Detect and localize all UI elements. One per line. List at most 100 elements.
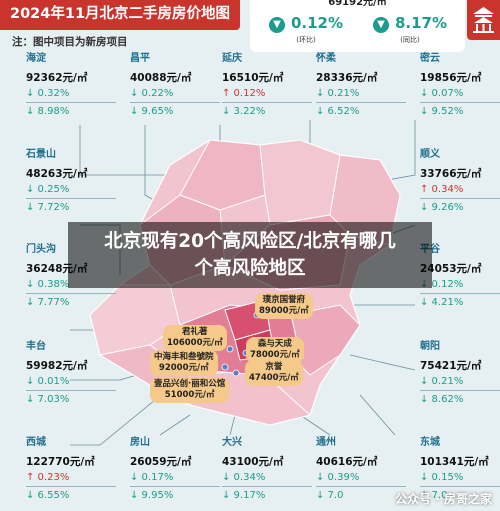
district-yoy: ↓ 4.21% <box>420 297 464 308</box>
district-price: 28336元/㎡ <box>316 72 378 84</box>
district-yoy: ↓ 8.98% <box>26 106 70 117</box>
district-name: 昌平 <box>130 53 150 64</box>
hotspot-name: 壹品兴创·丽和公馆 <box>154 379 226 389</box>
district-yoy: ↓ 6.55% <box>26 490 70 501</box>
district-card-dongcheng: 东城 101341元/㎡ ↓ 0.15% ↓ 7.0 <box>420 436 500 510</box>
hotspot-price: 106000元/㎡ <box>167 338 223 348</box>
down-arrow-icon: ▼ <box>372 17 389 33</box>
district-price: 24053元/㎡ <box>420 263 482 275</box>
temple-icon <box>473 7 494 33</box>
down-arrow-icon: ▼ <box>268 17 285 33</box>
citywide-yoy-value: 8.17% <box>394 14 448 32</box>
district-name: 东城 <box>420 437 440 448</box>
district-mom: ↓ 0.12% <box>420 276 500 294</box>
hotspot-5: 京誉 47400元/㎡ <box>245 360 303 386</box>
district-mom: ↓ 0.21% <box>420 373 500 391</box>
district-mom: ↓ 0.21% <box>316 85 406 103</box>
district-card-shunyi: 顺义 33766元/㎡ ↑ 0.34% ↓ 9.26% <box>420 148 500 222</box>
district-card-chaoyang: 朝阳 75421元/㎡ ↓ 0.21% ↓ 8.62% <box>420 340 500 414</box>
district-mom: ↓ 0.07% <box>420 85 500 103</box>
district-mom: ↓ 0.15% <box>420 469 500 487</box>
district-name: 石景山 <box>26 149 56 160</box>
district-mom: ↑ 0.34% <box>420 181 500 199</box>
temple-logo <box>467 0 500 40</box>
district-price: 40616元/㎡ <box>316 456 378 468</box>
district-card-miyun: 密云 19856元/㎡ ↓ 0.07% ↓ 9.52% <box>420 52 500 126</box>
district-yoy: ↓ 9.95% <box>130 490 174 501</box>
district-name: 通州 <box>316 437 336 448</box>
district-yoy: ↓ 9.26% <box>420 202 464 213</box>
watermark: 公众号 · 房哥之家 <box>395 492 492 506</box>
district-card-xicheng: 西城 122770元/㎡ ↑ 0.23% ↓ 6.55% <box>26 436 118 510</box>
hotspot-name: 森与天成 <box>257 339 292 349</box>
district-card-tongzhou: 通州 40616元/㎡ ↓ 0.39% ↓ 7.0 <box>316 436 408 510</box>
district-card-yanqing: 延庆 16510元/㎡ ↑ 0.12% ↓ 3.22% <box>222 52 314 126</box>
district-name: 延庆 <box>222 53 242 64</box>
district-name: 顺义 <box>420 149 440 160</box>
citywide-summary: 69192元/㎡ ▼ 0.12% (环比) ▼ 8.17% (同比) <box>250 0 465 52</box>
district-name: 门头沟 <box>26 244 56 255</box>
district-card-fangshan: 房山 26059元/㎡ ↓ 0.17% ↓ 9.95% <box>130 436 222 510</box>
district-yoy: ↓ 7.77% <box>26 297 70 308</box>
district-price: 122770元/㎡ <box>26 456 95 468</box>
headline-banner: 北京现有20个高风险区/北京有哪几 个高风险地区 <box>68 222 432 288</box>
district-name: 平谷 <box>420 243 500 257</box>
district-price: 19856元/㎡ <box>420 72 482 84</box>
headline-line-2: 个高风险地区 <box>194 258 306 279</box>
hotspot-price: 78000元/㎡ <box>250 350 300 360</box>
hotspot-price: 92000元/㎡ <box>158 363 209 373</box>
district-name: 密云 <box>420 53 440 64</box>
district-price: 101341元/㎡ <box>420 456 489 468</box>
district-yoy: ↓ 9.17% <box>222 490 266 501</box>
district-yoy: ↓ 8.62% <box>420 394 464 405</box>
district-mom: ↓ 0.01% <box>26 373 116 391</box>
district-name: 海淀 <box>26 53 46 64</box>
district-yoy: ↓ 9.52% <box>420 106 464 117</box>
hotspot-2: 君礼著 106000元/㎡ <box>163 325 227 351</box>
hotspot-price: 47400元/㎡ <box>249 373 299 383</box>
district-card-huairou: 怀柔 28336元/㎡ ↓ 0.21% ↓ 6.52% <box>316 52 408 126</box>
district-mom: ↓ 0.32% <box>26 85 116 103</box>
district-price: 16510元/㎡ <box>222 72 284 84</box>
district-price: 26059元/㎡ <box>130 456 192 468</box>
district-card-pinggu: 平谷 24053元/㎡ ↓ 0.12% ↓ 4.21% <box>420 243 500 317</box>
district-mom: ↓ 0.34% <box>222 469 312 487</box>
district-yoy: ↓ 7.0 <box>316 490 344 501</box>
district-name: 房山 <box>130 437 150 448</box>
district-card-daxing: 大兴 43100元/㎡ ↓ 0.34% ↓ 9.17% <box>222 436 314 510</box>
citywide-price: 69192元/㎡ <box>328 0 387 8</box>
hotspot-1: 璞京国誉府 89000元/㎡ <box>255 293 313 319</box>
district-name: 朝阳 <box>420 341 440 352</box>
district-price: 59982元/㎡ <box>26 360 88 372</box>
district-price: 75421元/㎡ <box>420 360 482 372</box>
hotspot-price: 89000元/㎡ <box>259 306 309 316</box>
hotspot-name: 璞京国誉府 <box>262 295 306 305</box>
district-price: 43100元/㎡ <box>222 456 284 468</box>
citywide-yoy-caption: (同比) <box>400 36 420 44</box>
citywide-mom-caption: (环比) <box>296 36 316 44</box>
headline-line-1: 北京现有20个高风险区/北京有哪几 <box>104 231 396 252</box>
district-price: 92362元/㎡ <box>26 72 88 84</box>
district-yoy: ↓ 7.03% <box>26 394 70 405</box>
hotspot-4: 森与天成 78000元/㎡ <box>246 337 304 363</box>
district-mom: ↓ 0.22% <box>130 85 220 103</box>
district-yoy: ↓ 7.0 <box>420 490 448 501</box>
hotspot-name: 中海丰和叁號院 <box>154 352 214 362</box>
hotspot-price: 51000元/㎡ <box>164 390 215 400</box>
hotspot-3: 中海丰和叁號院 92000元/㎡ <box>150 350 218 376</box>
district-yoy: ↓ 6.52% <box>316 106 360 117</box>
district-name: 怀柔 <box>316 53 336 64</box>
hotspot-name: 京誉 <box>265 362 283 372</box>
district-card-changping: 昌平 40088元/㎡ ↓ 0.22% ↓ 9.65% <box>130 52 222 126</box>
citywide-yoy: ▼ 8.17% (同比) <box>360 14 460 45</box>
district-mom: ↓ 0.17% <box>130 469 220 487</box>
district-mom: ↑ 0.12% <box>222 85 312 103</box>
district-name: 丰台 <box>26 341 46 352</box>
page-note: 注：图中项目为新房项目 <box>12 36 128 48</box>
hotspot-name: 君礼著 <box>182 327 208 337</box>
district-yoy: ↓ 3.22% <box>222 106 266 117</box>
district-name: 大兴 <box>222 437 242 448</box>
district-mom: ↓ 0.39% <box>316 469 406 487</box>
district-card-fengtai: 丰台 59982元/㎡ ↓ 0.01% ↓ 7.03% <box>26 340 118 414</box>
